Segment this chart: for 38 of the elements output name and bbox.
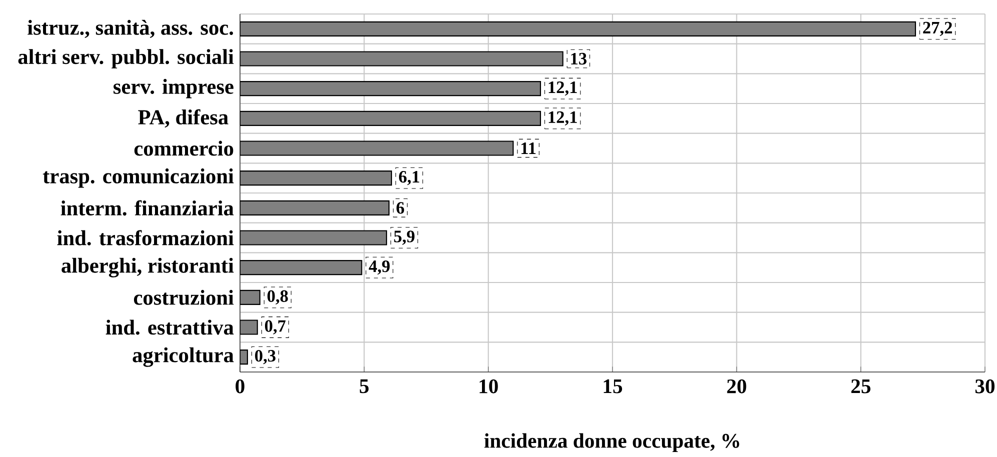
y-tick-label: serv. imprese <box>114 78 234 98</box>
y-tick-label: ind. estrattiva <box>106 320 234 335</box>
y-tick-label: costruzioni <box>134 290 234 305</box>
x-tick-label: 20 <box>727 379 746 394</box>
y-tick-label: alberghi, ristoranti <box>62 258 234 278</box>
bar <box>240 200 390 216</box>
x-tick-label: 30 <box>975 379 995 394</box>
x-tick-label: 0 <box>236 379 244 394</box>
y-tick-label: PA, difesa <box>138 109 228 128</box>
data-label: 13 <box>571 52 586 65</box>
y-tick-label: agricoltura <box>132 347 234 367</box>
y-tick-label: istruz., sanità, ass. soc. <box>28 20 234 38</box>
data-label: 11 <box>521 142 536 154</box>
x-axis-title: incidenza donne occupate, % <box>484 433 740 452</box>
data-label: 0,8 <box>267 290 288 305</box>
data-label: 0,7 <box>264 320 286 334</box>
y-tick-label: trasp. comunicazioni <box>42 168 234 188</box>
bar <box>240 110 542 126</box>
data-label: 12,1 <box>548 82 577 96</box>
data-label: 4,9 <box>368 260 390 275</box>
data-label: 6,1 <box>399 171 420 186</box>
bar <box>240 21 916 36</box>
x-tick-label: 5 <box>360 379 369 394</box>
x-tick-label: 25 <box>851 379 870 394</box>
data-label: 6 <box>396 202 404 214</box>
data-label: 5,9 <box>394 230 414 245</box>
data-label: 0,3 <box>255 350 276 364</box>
y-tick-label: ind. trasformazioni <box>57 230 234 246</box>
y-tick-label: altri serv. pubbl. sociali <box>18 49 234 68</box>
x-tick-label: 15 <box>604 379 622 394</box>
data-label: 12,1 <box>548 111 577 126</box>
y-tick-label: interm. finanziaria <box>60 200 234 216</box>
data-label: 27,2 <box>923 22 952 36</box>
bar <box>240 81 542 96</box>
bar <box>240 260 362 276</box>
y-tick-label: commercio <box>134 140 234 156</box>
x-tick-label: 10 <box>480 379 498 394</box>
bar <box>240 170 392 186</box>
